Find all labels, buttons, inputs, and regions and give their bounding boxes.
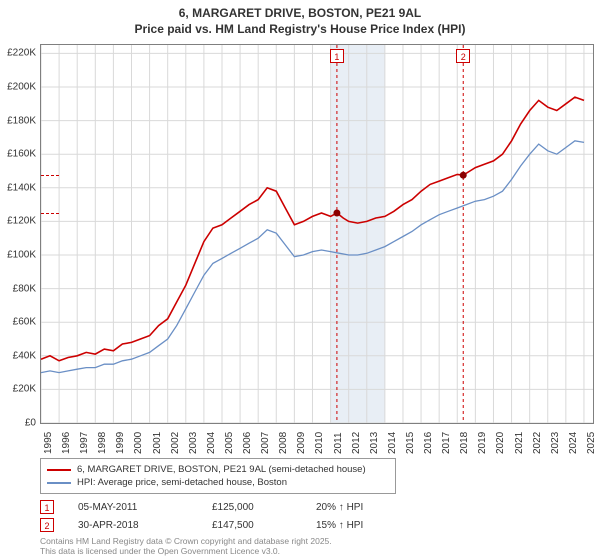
legend: 6, MARGARET DRIVE, BOSTON, PE21 9AL (sem… (40, 458, 396, 494)
container: 6, MARGARET DRIVE, BOSTON, PE21 9AL Pric… (0, 0, 600, 560)
x-tick-label: 2021 (514, 432, 525, 454)
y-marker-dash (41, 175, 59, 176)
y-tick-label: £40K (13, 350, 36, 361)
x-tick-label: 2015 (405, 432, 416, 454)
y-tick-label: £0 (25, 418, 36, 429)
chart-marker-badge: 2 (456, 49, 470, 63)
x-tick-label: 2024 (568, 432, 579, 454)
x-tick-label: 2005 (224, 432, 235, 454)
marker-date: 30-APR-2018 (78, 520, 188, 531)
x-tick-label: 2016 (423, 432, 434, 454)
marker-id-badge: 2 (40, 518, 54, 532)
x-tick-label: 1997 (79, 432, 90, 454)
x-tick-label: 2018 (459, 432, 470, 454)
x-tick-label: 2004 (206, 432, 217, 454)
y-axis-labels: £0£20K£40K£60K£80K£100K£120K£140K£160K£1… (0, 44, 38, 424)
x-axis-labels: 1995 1996 1997 1998 1999 2000 2001 2002 2003 2004… (40, 426, 594, 454)
y-tick-label: £120K (7, 216, 36, 227)
x-tick-label: 2025 (586, 432, 597, 454)
x-tick-label: 2020 (495, 432, 506, 454)
legend-label: HPI: Average price, semi-detached house,… (77, 477, 287, 488)
x-tick-label: 2014 (387, 432, 398, 454)
y-tick-label: £140K (7, 182, 36, 193)
title-line-2: Price paid vs. HM Land Registry's House … (0, 22, 600, 38)
y-tick-label: £60K (13, 317, 36, 328)
x-tick-label: 2011 (333, 432, 344, 454)
marker-table-row: 2 30-APR-2018 £147,500 15% ↑ HPI (40, 516, 560, 534)
y-tick-label: £160K (7, 149, 36, 160)
x-tick-label: 2006 (242, 432, 253, 454)
legend-swatch (47, 482, 71, 484)
marker-price: £147,500 (212, 520, 292, 531)
legend-row: 6, MARGARET DRIVE, BOSTON, PE21 9AL (sem… (47, 463, 389, 476)
marker-table: 1 05-MAY-2011 £125,000 20% ↑ HPI 2 30-APR-201… (40, 498, 560, 534)
legend-swatch (47, 469, 71, 471)
x-tick-label: 2008 (278, 432, 289, 454)
x-tick-label: 1996 (61, 432, 72, 454)
x-tick-label: 2017 (441, 432, 452, 454)
chart-marker-badge: 1 (330, 49, 344, 63)
x-tick-label: 2010 (314, 432, 325, 454)
legend-label: 6, MARGARET DRIVE, BOSTON, PE21 9AL (sem… (77, 464, 366, 475)
marker-id-badge: 1 (40, 500, 54, 514)
y-marker-dash (41, 213, 59, 214)
footer-credits: Contains HM Land Registry data © Crown c… (40, 537, 332, 557)
x-tick-label: 2019 (477, 432, 488, 454)
y-tick-label: £200K (7, 82, 36, 93)
y-tick-label: £20K (13, 384, 36, 395)
marker-pct: 20% ↑ HPI (316, 502, 406, 513)
x-tick-label: 1998 (97, 432, 108, 454)
x-tick-label: 2013 (369, 432, 380, 454)
legend-row: HPI: Average price, semi-detached house,… (47, 476, 389, 489)
x-tick-label: 2023 (550, 432, 561, 454)
chart-svg (41, 45, 593, 423)
x-tick-label: 2007 (260, 432, 271, 454)
x-tick-label: 2012 (351, 432, 362, 454)
chart-plot-area: 12 (40, 44, 594, 424)
title-block: 6, MARGARET DRIVE, BOSTON, PE21 9AL Pric… (0, 0, 600, 37)
x-tick-label: 1999 (115, 432, 126, 454)
x-tick-label: 1995 (43, 432, 54, 454)
x-tick-label: 2001 (152, 432, 163, 454)
x-tick-label: 2002 (170, 432, 181, 454)
marker-pct: 15% ↑ HPI (316, 520, 406, 531)
x-tick-label: 2000 (133, 432, 144, 454)
marker-table-row: 1 05-MAY-2011 £125,000 20% ↑ HPI (40, 498, 560, 516)
marker-date: 05-MAY-2011 (78, 502, 188, 513)
x-tick-label: 2022 (532, 432, 543, 454)
y-tick-label: £100K (7, 250, 36, 261)
y-tick-label: £220K (7, 48, 36, 59)
title-line-1: 6, MARGARET DRIVE, BOSTON, PE21 9AL (0, 6, 600, 22)
x-tick-label: 2009 (296, 432, 307, 454)
marker-price: £125,000 (212, 502, 292, 513)
y-tick-label: £80K (13, 283, 36, 294)
x-tick-label: 2003 (188, 432, 199, 454)
footer-line-2: This data is licensed under the Open Gov… (40, 547, 332, 557)
y-tick-label: £180K (7, 115, 36, 126)
